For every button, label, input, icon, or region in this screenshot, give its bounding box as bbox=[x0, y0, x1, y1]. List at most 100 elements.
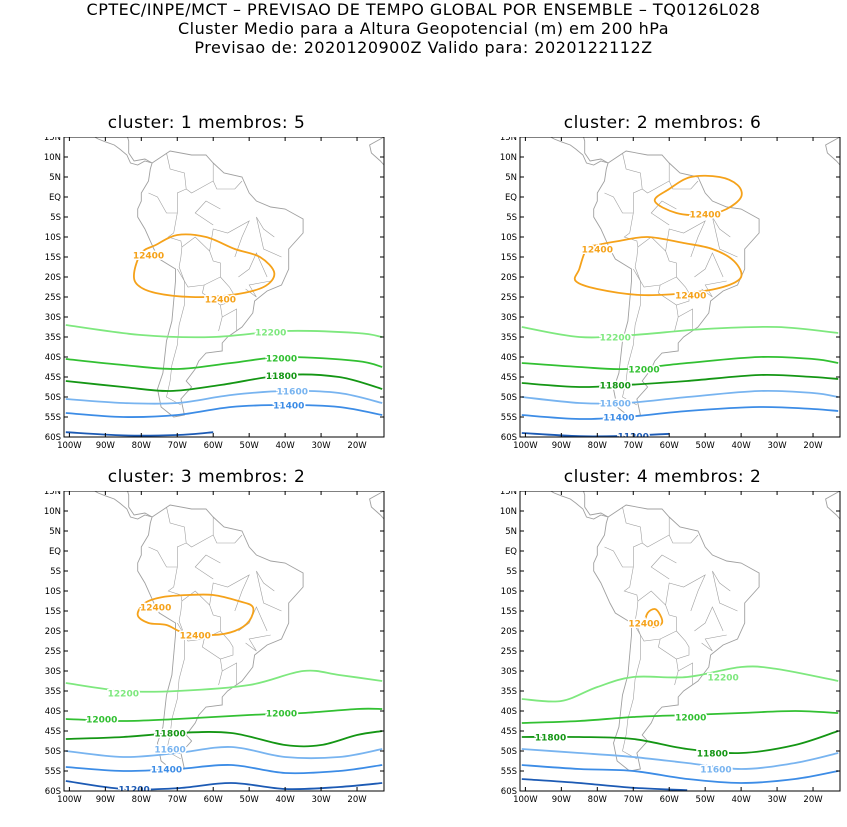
contour-label: 11600 bbox=[700, 766, 731, 776]
lon-tick-label: 20W bbox=[803, 795, 823, 805]
contour-label: 11400 bbox=[273, 402, 304, 412]
contour-11200 bbox=[65, 431, 214, 437]
lat-tick-label: 50S bbox=[45, 747, 61, 757]
country-border bbox=[694, 252, 724, 278]
lat-tick-label: 60S bbox=[501, 787, 517, 797]
lat-tick-label: 10N bbox=[500, 153, 517, 163]
coastline bbox=[93, 491, 153, 520]
map-plot: 12400 12400 12200 12000 12000 11800 11600 11400… bbox=[44, 491, 385, 805]
lat-tick-label: 35S bbox=[45, 333, 61, 343]
lat-tick-label: 20S bbox=[45, 627, 61, 637]
country-border bbox=[712, 216, 738, 258]
country-border bbox=[674, 658, 679, 686]
contour-label: 12400 bbox=[628, 620, 659, 630]
country-border bbox=[658, 630, 690, 660]
panel-title: cluster: 3 membros: 2 bbox=[107, 467, 306, 487]
coastline bbox=[127, 137, 153, 164]
contour-11200 bbox=[521, 432, 670, 437]
lon-tick-label: 70W bbox=[624, 441, 644, 451]
lat-tick-label: 10S bbox=[45, 587, 61, 597]
map-panel-1: cluster: 1 membros: 5 12400 12400 12200 120… bbox=[14, 113, 399, 458]
country-border bbox=[222, 308, 237, 331]
lat-tick-label: 45S bbox=[45, 727, 61, 737]
header-subtitle: Cluster Medio para a Altura Geopotencial… bbox=[177, 19, 670, 38]
contour-12400 bbox=[136, 593, 255, 636]
map-plot: 12400 12400 12200 12000 11800 11600 11400 15N 10… bbox=[44, 137, 385, 451]
contour-label: 12000 bbox=[675, 714, 706, 724]
contour-11400 bbox=[65, 404, 383, 418]
coastline bbox=[93, 137, 153, 166]
country-border bbox=[712, 570, 738, 612]
lat-tick-label: 15N bbox=[44, 491, 61, 497]
lon-tick-label: 60W bbox=[204, 441, 224, 451]
coastline bbox=[127, 491, 153, 518]
contour-label: 12400 bbox=[133, 252, 164, 262]
lat-tick-label: 15N bbox=[44, 137, 61, 143]
country-border bbox=[209, 220, 250, 258]
map-geography bbox=[549, 491, 840, 772]
map-panel-2: cluster: 2 membros: 6 12400 12400 12400 122… bbox=[470, 113, 847, 458]
coastline bbox=[549, 491, 609, 520]
lon-tick-label: 40W bbox=[732, 795, 752, 805]
lat-tick-label: 35S bbox=[501, 687, 517, 697]
contour-11600 bbox=[65, 390, 383, 405]
contour-label: 11600 bbox=[277, 388, 308, 398]
contour-label: 11400 bbox=[151, 766, 182, 776]
contour-11600 bbox=[521, 389, 839, 405]
contour-label: 12000 bbox=[266, 354, 297, 364]
map-panel-3: cluster: 3 membros: 2 12400 12400 12200 120… bbox=[14, 467, 399, 812]
country-border bbox=[209, 574, 250, 612]
contour-11800 bbox=[521, 730, 839, 755]
lat-tick-label: 5S bbox=[50, 567, 61, 577]
lat-tick-label: 60S bbox=[45, 433, 61, 443]
coastline bbox=[825, 491, 840, 520]
lat-tick-label: 5N bbox=[505, 173, 517, 183]
country-border bbox=[194, 554, 221, 580]
contour-label: 11200 bbox=[118, 786, 149, 796]
country-border bbox=[222, 662, 237, 685]
country-border bbox=[678, 308, 693, 331]
contour-11400 bbox=[65, 764, 383, 775]
contour-label: 12400 bbox=[675, 292, 706, 302]
contour-label: 12000 bbox=[628, 366, 659, 376]
country-border bbox=[202, 276, 234, 306]
lon-tick-label: 20W bbox=[347, 795, 367, 805]
contour-label: 12400 bbox=[140, 604, 171, 614]
map-plot: 12400 12200 12000 11800 11800 11600 15N 10N 5N EQ… bbox=[500, 491, 841, 805]
panel-title: cluster: 1 membros: 5 bbox=[107, 113, 306, 133]
country-border bbox=[186, 163, 214, 194]
lat-tick-label: 55S bbox=[501, 767, 517, 777]
country-border bbox=[256, 216, 282, 258]
contour-11600 bbox=[521, 748, 839, 770]
lon-tick-label: 60W bbox=[204, 795, 224, 805]
lon-tick-label: 60W bbox=[660, 441, 680, 451]
country-border bbox=[658, 276, 690, 306]
panel-title: cluster: 2 membros: 6 bbox=[563, 113, 762, 133]
coastline bbox=[825, 137, 840, 166]
coastline bbox=[369, 137, 384, 166]
lat-tick-label: 20S bbox=[501, 273, 517, 283]
contour-label: 12400 bbox=[690, 210, 721, 220]
contour-12000 bbox=[65, 356, 383, 370]
contour-12400 bbox=[644, 608, 664, 628]
country-border bbox=[623, 212, 639, 268]
lon-tick-label: 70W bbox=[168, 795, 188, 805]
country-border bbox=[604, 152, 643, 214]
lon-tick-label: 90W bbox=[96, 795, 116, 805]
country-border bbox=[650, 554, 677, 580]
map-frame bbox=[63, 491, 385, 792]
lat-tick-label: 40S bbox=[45, 353, 61, 363]
country-border bbox=[245, 634, 271, 652]
country-border bbox=[701, 634, 727, 652]
lat-tick-label: 45S bbox=[501, 373, 517, 383]
coastline bbox=[593, 150, 760, 418]
lat-tick-label: 30S bbox=[501, 667, 517, 677]
lat-tick-label: 15S bbox=[45, 607, 61, 617]
contour-11200 bbox=[65, 780, 383, 791]
country-border bbox=[212, 180, 243, 190]
lat-tick-label: 5N bbox=[49, 527, 61, 537]
lat-tick-label: 10N bbox=[44, 153, 61, 163]
country-border bbox=[194, 200, 221, 226]
contour-12400 bbox=[653, 174, 743, 217]
country-border bbox=[202, 630, 234, 660]
